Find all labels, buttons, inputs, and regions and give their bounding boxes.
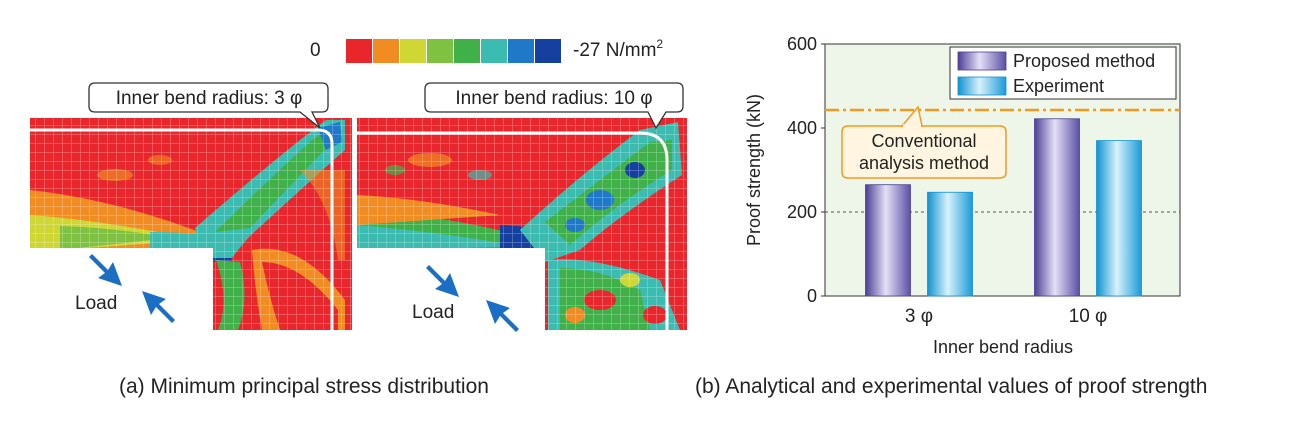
legend-color-scale <box>346 39 561 63</box>
load-label-10phi: Load <box>412 302 454 323</box>
callout-10phi: Inner bend radius: 10 φ <box>424 82 684 130</box>
legend-color-box <box>373 39 399 63</box>
y-axis-ticks: 0 200 400 600 <box>787 34 825 306</box>
bar-proposed-0 <box>865 184 911 297</box>
legend-color-box <box>346 39 372 63</box>
bar-experiment-1 <box>1096 140 1142 297</box>
legend-color-box <box>535 39 561 63</box>
callout-3phi-text: Inner bend radius: 3 φ <box>116 88 303 109</box>
legend-color-box <box>400 39 426 63</box>
legend-color-box <box>454 39 480 63</box>
legend-color-box <box>427 39 453 63</box>
y-tick-label: 0 <box>807 286 817 306</box>
stress-map-10phi: Inner bend radius: 10 φ Load <box>357 82 687 332</box>
conventional-method-callout: Conventional analysis method <box>841 105 1007 179</box>
load-arrow-icon <box>426 265 519 332</box>
legend-label-experiment: Experiment <box>1013 76 1104 96</box>
stress-map-3phi: Inner bend radius: 3 φ Load <box>30 82 352 330</box>
legend-color-box <box>481 39 507 63</box>
x-tick-label: 10 φ <box>1069 306 1108 327</box>
bars <box>865 118 1142 297</box>
x-axis-label: Inner bend radius <box>933 337 1073 357</box>
y-axis-label: Proof strength (kN) <box>744 94 764 246</box>
bar-proposed-1 <box>1034 118 1080 297</box>
bar-experiment-0 <box>927 191 973 297</box>
load-arrow-icon <box>89 254 175 323</box>
legend-label-proposed: Proposed method <box>1013 51 1155 71</box>
legend-min-label: 0 <box>310 40 321 61</box>
callout-10phi-text: Inner bend radius: 10 φ <box>455 88 652 109</box>
y-tick-label: 600 <box>787 34 817 54</box>
legend-color-box <box>508 39 534 63</box>
callout-3phi: Inner bend radius: 3 φ <box>88 82 329 129</box>
x-axis-ticks: 3 φ 10 φ <box>905 306 1107 327</box>
legend-swatch-proposed <box>957 51 1007 71</box>
stress-color-legend: 0 -27 N/mm2 <box>310 37 663 63</box>
caption-b: (b) Analytical and experimental values o… <box>695 375 1207 398</box>
caption-a: (a) Minimum principal stress distributio… <box>119 375 489 398</box>
y-tick-label: 200 <box>787 202 817 222</box>
conventional-label-line1: Conventional <box>871 131 976 151</box>
y-tick-label: 400 <box>787 118 817 138</box>
load-label-3phi: Load <box>75 293 117 314</box>
conventional-label-line2: analysis method <box>859 153 989 173</box>
legend-swatch-experiment <box>957 76 1007 96</box>
x-tick-label: 3 φ <box>905 306 933 327</box>
chart-legend: Proposed method Experiment <box>949 46 1177 100</box>
legend-max-label: -27 N/mm2 <box>573 37 663 61</box>
proof-strength-chart: 0 200 400 600 3 φ 10 φ Conventional analysis… <box>744 34 1181 357</box>
